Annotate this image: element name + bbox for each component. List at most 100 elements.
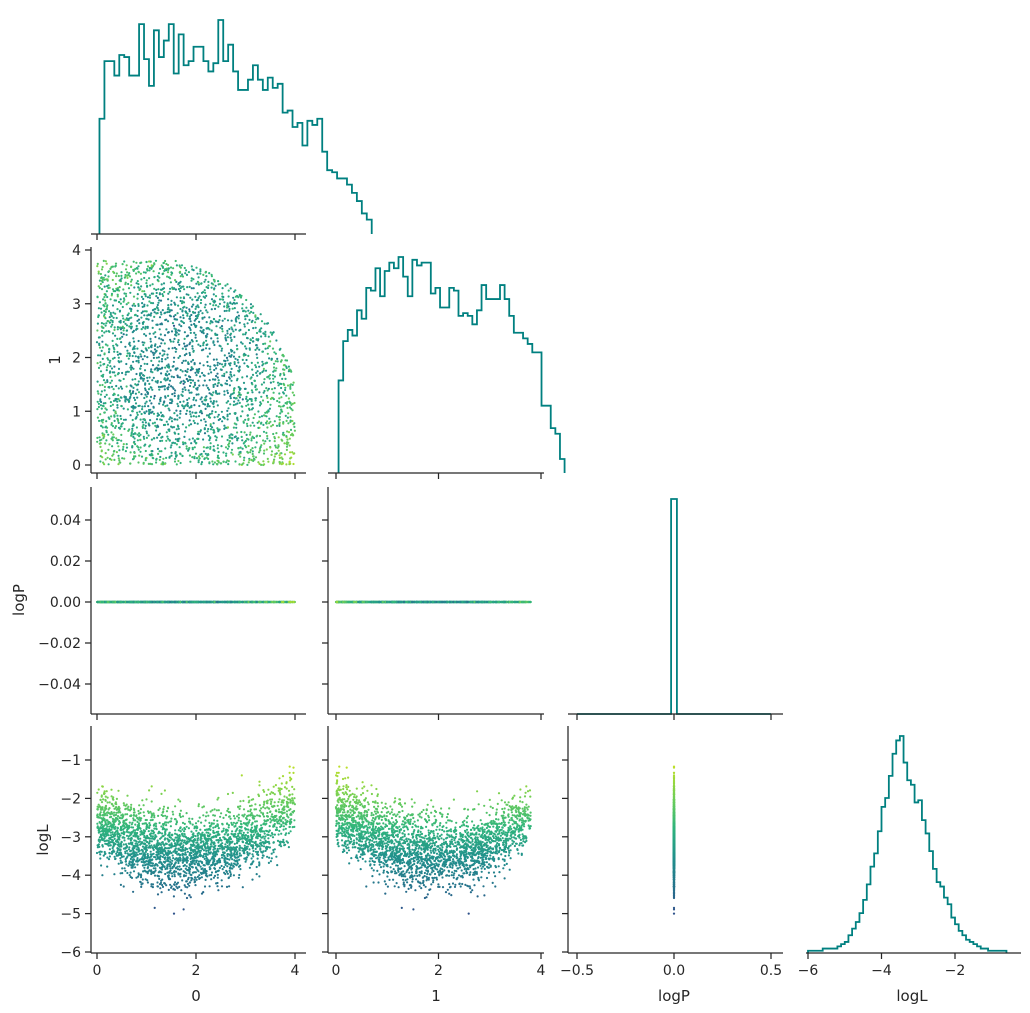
scatter-point [226, 447, 229, 450]
scatter-point [158, 458, 161, 461]
scatter-point [100, 311, 103, 314]
scatter-point [291, 409, 294, 412]
scatter-point [196, 386, 199, 389]
scatter-point [291, 419, 294, 423]
scatter-point [137, 265, 140, 268]
scatter-point [165, 420, 168, 423]
scatter-point [97, 315, 100, 319]
scatter-point [227, 289, 230, 292]
scatter-point [102, 379, 106, 382]
scatter-point [181, 404, 184, 407]
scatter-point [117, 300, 121, 304]
scatter-point [130, 385, 133, 388]
scatter-point [110, 423, 113, 426]
scatter-point [265, 448, 268, 451]
scatter-point [134, 378, 137, 381]
scatter-point [109, 311, 112, 315]
scatter-point [222, 451, 225, 454]
scatter-point [229, 336, 232, 339]
scatter-point [203, 374, 206, 377]
scatter-point [178, 343, 181, 346]
scatter-point [184, 272, 187, 275]
scatter-point [201, 455, 204, 458]
scatter-point [150, 344, 153, 347]
scatter-point [135, 426, 138, 429]
scatter-point [238, 463, 241, 466]
scatter-point [156, 346, 159, 349]
scatter-point [213, 279, 216, 282]
scatter-point [234, 289, 237, 292]
scatter-point [99, 307, 103, 310]
scatter-point [278, 401, 281, 404]
scatter-point [106, 357, 109, 360]
scatter-point [185, 377, 188, 381]
scatter-point [132, 386, 135, 389]
scatter-point [128, 342, 131, 346]
scatter-point [131, 458, 135, 461]
scatter-point [196, 315, 199, 318]
scatter-point [130, 434, 133, 437]
scatter-point [142, 377, 146, 380]
scatter-point [182, 296, 185, 299]
scatter-point [144, 393, 147, 396]
scatter-point [256, 374, 259, 377]
scatter-point [132, 302, 135, 305]
scatter-point [105, 308, 108, 311]
scatter-point [148, 399, 151, 402]
scatter-point [137, 318, 141, 321]
scatter-point [141, 421, 144, 424]
scatter-point [139, 418, 142, 421]
scatter-point [193, 440, 196, 443]
scatter-point [291, 402, 294, 405]
scatter-point [102, 363, 105, 366]
scatter-point [143, 362, 146, 365]
scatter-point [169, 266, 173, 269]
scatter-point [197, 461, 200, 464]
scatter-point [158, 337, 161, 340]
scatter-point [260, 320, 264, 323]
scatter-point [115, 397, 118, 401]
scatter-point [102, 304, 105, 307]
scatter-point [190, 442, 193, 445]
scatter-point [108, 316, 111, 319]
scatter-point [233, 298, 236, 302]
scatter-point [231, 453, 234, 456]
scatter-point [132, 433, 135, 436]
scatter-point [122, 445, 125, 448]
scatter-point [179, 381, 182, 385]
scatter-point [256, 370, 259, 373]
scatter-point [243, 315, 247, 318]
scatter-point [261, 364, 264, 367]
scatter-point [124, 268, 128, 271]
scatter-point [139, 353, 142, 356]
scatter-point [116, 326, 119, 329]
scatter-point [206, 311, 209, 314]
scatter-point [96, 440, 99, 443]
scatter-point [178, 416, 181, 419]
scatter-point [223, 354, 226, 357]
scatter-point [104, 324, 107, 327]
scatter-point [166, 435, 169, 438]
scatter-point [118, 309, 122, 312]
scatter-point [251, 373, 255, 376]
scatter-point [193, 362, 196, 365]
scatter-point [182, 314, 185, 317]
scatter-point [159, 381, 162, 384]
scatter-point [227, 352, 231, 355]
scatter-point [111, 332, 115, 335]
scatter-point [193, 381, 196, 384]
scatter-point [189, 331, 192, 334]
scatter-point [181, 454, 184, 458]
scatter-point [249, 424, 252, 427]
scatter-point [99, 445, 102, 448]
scatter-point [172, 267, 175, 270]
scatter-point [112, 433, 115, 436]
scatter-point [100, 390, 103, 393]
scatter-point [276, 446, 279, 449]
scatter-point [190, 391, 193, 394]
scatter-point [119, 302, 122, 305]
scatter-point [202, 446, 205, 449]
scatter-point [156, 447, 160, 450]
scatter-point [140, 455, 144, 458]
scatter-point [179, 453, 182, 456]
